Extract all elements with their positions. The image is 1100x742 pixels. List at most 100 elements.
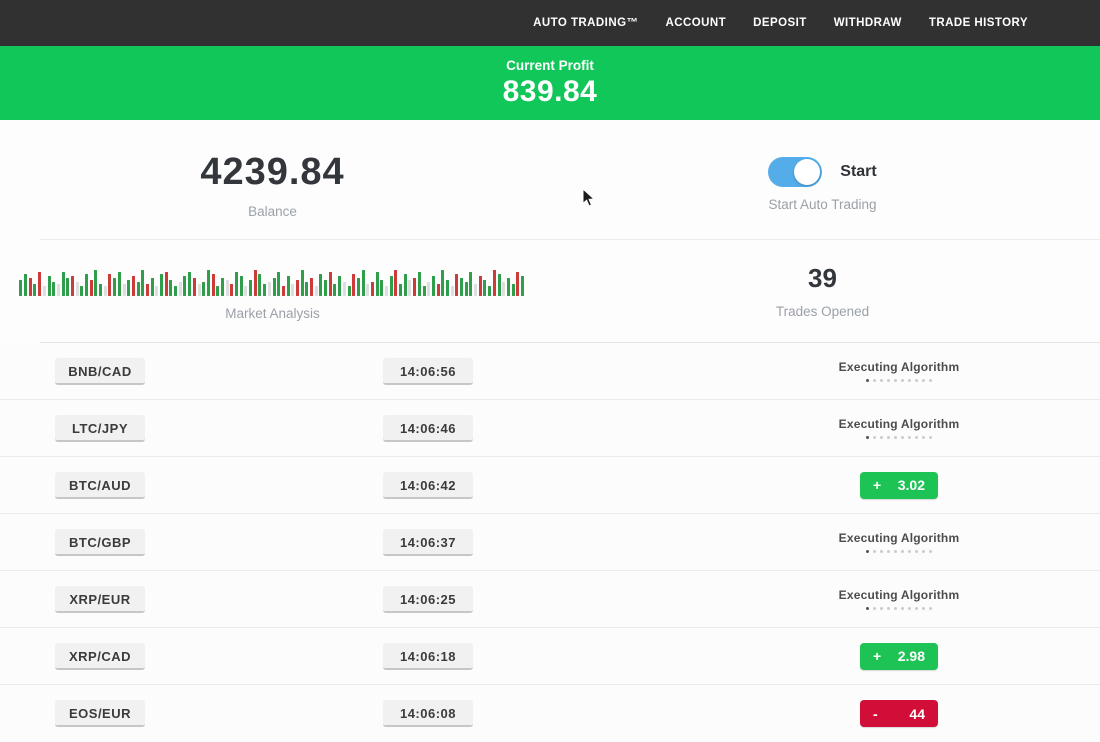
market-bar	[361, 269, 365, 296]
market-bar	[506, 277, 510, 296]
pair-chip: EOS/EUR	[55, 700, 145, 727]
market-bar	[169, 279, 173, 296]
market-bar	[305, 281, 309, 296]
pair-chip: BTC/GBP	[55, 528, 145, 556]
nav-item-trade-history[interactable]: TRADE HISTORY	[928, 17, 1028, 29]
market-bar	[492, 269, 496, 296]
market-bar	[235, 271, 238, 296]
market-bar	[394, 269, 398, 296]
progress-dots-icon	[839, 436, 960, 439]
market-bar	[244, 285, 248, 296]
pair-chip: XRP/EUR	[55, 585, 145, 613]
market-bar	[263, 283, 267, 296]
market-bar	[478, 275, 482, 296]
profit-banner-value: 839.84	[502, 75, 598, 108]
market-bar	[225, 279, 229, 296]
market-bar	[42, 285, 46, 296]
auto-trading-toggle[interactable]	[768, 157, 823, 187]
progress-dots-icon	[839, 379, 960, 382]
market-bar	[314, 285, 318, 296]
market-bar	[380, 279, 384, 296]
market-bar	[99, 283, 103, 296]
market-bar	[28, 277, 32, 296]
nav-item-auto-trading[interactable]: AUTO TRADING™	[533, 17, 639, 29]
market-bar	[403, 273, 407, 296]
market-bar	[70, 275, 74, 296]
market-bar	[488, 285, 492, 296]
market-bar	[295, 279, 299, 296]
badge-sign: +	[873, 648, 882, 664]
market-bar	[385, 285, 388, 296]
market-bar	[450, 285, 454, 296]
auto-trading-caption: Start Auto Trading	[768, 197, 877, 212]
market-analysis-label: Market Analysis	[225, 305, 320, 321]
market-bar	[178, 281, 182, 296]
market-analysis-chart	[19, 262, 525, 296]
executing-label: Executing Algorithm	[838, 360, 960, 374]
market-bar	[310, 277, 313, 296]
market-bar	[511, 283, 515, 296]
market-bar	[211, 273, 215, 296]
trade-row: BTC/AUD 14:06:42 +3.02	[0, 457, 1100, 514]
market-bar	[220, 277, 224, 296]
executing-label: Executing Algorithm	[838, 588, 960, 602]
pair-chip: BNB/CAD	[55, 357, 145, 385]
trades-opened-value: 39	[808, 263, 837, 293]
profit-banner: Current Profit 839.84	[0, 46, 1100, 120]
market-bar	[155, 285, 159, 296]
market-bar	[417, 271, 421, 296]
trades-opened-label: Trades Opened	[775, 304, 870, 319]
market-bar	[253, 269, 257, 296]
market-bar	[174, 285, 178, 296]
market-bar	[127, 279, 131, 296]
market-bar	[160, 273, 163, 296]
pair-chip: XRP/CAD	[55, 642, 145, 670]
market-bar	[108, 273, 112, 296]
nav-item-withdraw[interactable]: WITHDRAW	[833, 17, 902, 29]
market-bar	[202, 281, 206, 296]
market-bar	[460, 277, 463, 296]
profit-badge: +2.98	[860, 642, 938, 670]
market-bar	[230, 283, 234, 296]
market-bar	[249, 279, 253, 296]
pair-chip: BTC/AUD	[55, 471, 145, 499]
market-bar	[164, 271, 168, 296]
market-bar	[469, 271, 473, 296]
time-chip: 14:06:18	[383, 642, 473, 670]
market-bar	[19, 279, 23, 296]
executing-label: Executing Algorithm	[838, 417, 960, 431]
market-bar	[375, 271, 379, 296]
market-bar	[131, 275, 135, 296]
market-bar	[441, 269, 445, 296]
market-bar	[338, 275, 342, 296]
badge-sign: -	[873, 705, 878, 722]
market-bar	[520, 275, 524, 296]
trades-table: BNB/CAD 14:06:56 Executing Algorithm LTC…	[0, 343, 1100, 742]
market-bar	[192, 277, 196, 296]
pair-chip: LTC/JPY	[55, 414, 145, 442]
nav-item-deposit[interactable]: DEPOSIT	[753, 17, 807, 29]
progress-dots-icon	[839, 550, 960, 553]
market-bar	[89, 279, 93, 296]
market-bar	[356, 277, 360, 296]
nav-item-account[interactable]: ACCOUNT	[665, 17, 727, 29]
market-bar	[33, 283, 37, 296]
market-bar	[436, 283, 440, 296]
executing-label: Executing Algorithm	[838, 531, 960, 545]
market-bar	[342, 281, 346, 296]
top-nav-bar: AUTO TRADING™ ACCOUNT DEPOSIT WITHDRAW TRADE…	[0, 0, 1100, 46]
executing-status: Executing Algorithm	[839, 417, 960, 439]
market-bar	[145, 283, 149, 296]
trade-row: BTC/GBP 14:06:37 Executing Algorithm	[0, 514, 1100, 571]
trade-row: EOS/EUR 14:06:08 - 44	[0, 685, 1100, 742]
market-bar	[117, 271, 121, 296]
market-bar	[272, 277, 276, 296]
market-bar	[291, 283, 295, 296]
market-bar	[445, 279, 449, 296]
badge-amount: 44	[909, 705, 925, 722]
market-bar	[267, 281, 271, 296]
market-bar	[389, 275, 393, 296]
balance-value: 4239.84	[200, 150, 345, 193]
executing-status: Executing Algorithm	[839, 360, 960, 382]
market-bar	[474, 283, 478, 296]
